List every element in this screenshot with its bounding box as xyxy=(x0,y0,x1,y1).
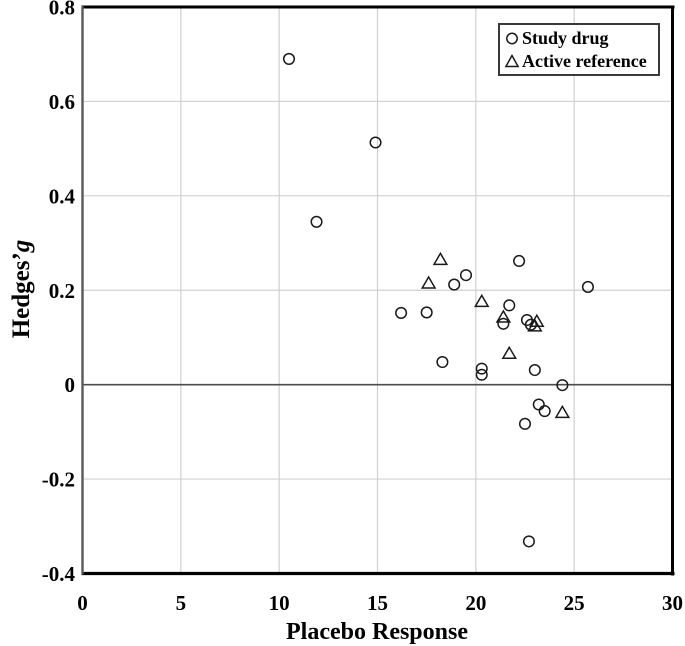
data-point-circle xyxy=(475,362,488,375)
data-points xyxy=(282,52,594,548)
data-point-circle xyxy=(522,535,535,548)
data-point-circle xyxy=(459,269,473,282)
data-point-triangle xyxy=(554,404,571,419)
x-tick-label: 15 xyxy=(367,591,388,615)
legend-item-study-drug: Study drug xyxy=(504,26,656,50)
data-point-triangle xyxy=(474,293,490,308)
y-tick-label: 0.6 xyxy=(49,90,75,114)
data-point-triangle xyxy=(495,309,512,323)
y-tick-labels: 0.8 0.6 0.4 0.2 0 -0.2 -0.4 xyxy=(42,0,76,586)
y-tick-label: 0.8 xyxy=(49,0,75,20)
plot-border xyxy=(81,5,675,576)
y-tick-label: 0.4 xyxy=(49,184,76,208)
x-tick-label: 25 xyxy=(564,591,585,615)
data-point-triangle xyxy=(420,275,437,289)
data-point-circle xyxy=(475,368,488,381)
x-tick-label: 5 xyxy=(176,591,187,615)
x-tick-label: 30 xyxy=(662,591,683,615)
data-point-circle xyxy=(524,318,537,331)
legend-item-active-reference: Active reference xyxy=(504,50,656,74)
data-point-circle xyxy=(395,306,408,319)
y-tick-label: -0.4 xyxy=(42,562,76,586)
triangle-icon xyxy=(504,54,520,68)
data-point-circle xyxy=(497,317,510,330)
legend: Study drug Active reference xyxy=(498,23,660,76)
y-tick-label: 0 xyxy=(65,373,76,397)
data-point-circle xyxy=(310,215,323,228)
legend-label: Active reference xyxy=(522,51,647,72)
legend-label: Study drug xyxy=(522,27,609,48)
x-axis-title: Placebo Response xyxy=(286,619,468,645)
data-point-triangle xyxy=(432,251,449,266)
x-tick-label: 10 xyxy=(269,591,290,615)
x-tick-label: 0 xyxy=(77,591,88,615)
gridlines xyxy=(82,7,673,574)
data-point-circle xyxy=(436,355,449,369)
data-point-circle xyxy=(503,299,516,312)
y-tick-label: 0.2 xyxy=(49,279,75,303)
data-point-triangle xyxy=(501,345,517,360)
data-point-circle xyxy=(448,278,461,291)
data-point-circle xyxy=(513,254,526,268)
data-point-circle xyxy=(556,379,569,392)
data-point-circle xyxy=(538,405,551,418)
data-point-circle xyxy=(369,136,382,149)
data-point-circle xyxy=(282,52,296,65)
data-point-circle xyxy=(532,398,545,411)
y-axis-title: Hedges’g xyxy=(8,240,35,339)
data-point-triangle xyxy=(529,313,545,327)
data-point-circle xyxy=(518,417,532,430)
data-point-circle xyxy=(420,306,433,319)
x-tick-labels: 0 5 10 15 20 25 30 xyxy=(77,591,683,615)
data-point-circle xyxy=(528,363,541,377)
data-point-circle xyxy=(581,280,594,293)
x-tick-label: 20 xyxy=(465,591,486,615)
circle-icon xyxy=(506,32,518,45)
y-tick-label: -0.2 xyxy=(42,468,75,492)
